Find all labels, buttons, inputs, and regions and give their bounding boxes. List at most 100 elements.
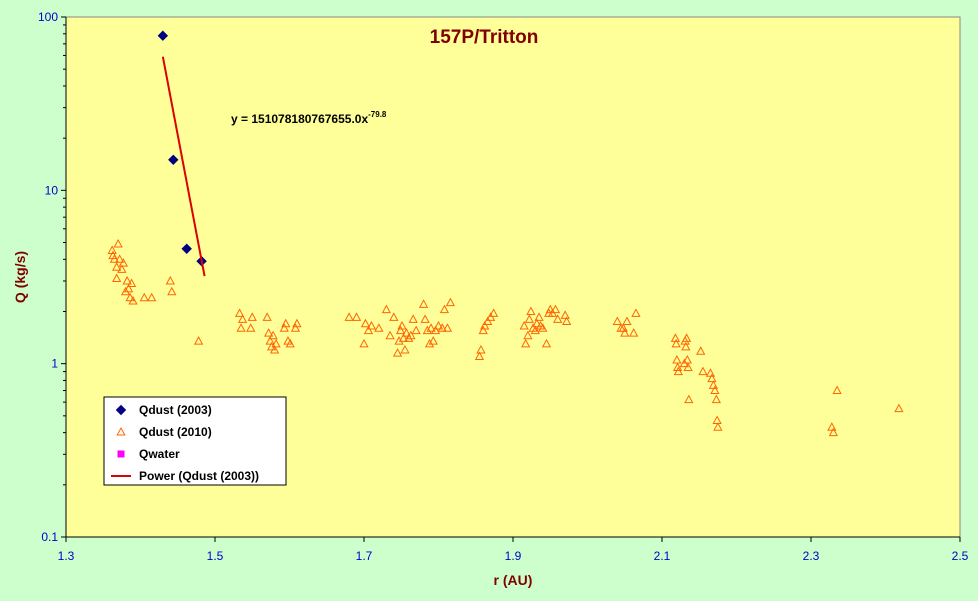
data-point-2010 [488, 308, 499, 317]
data-point-2010 [147, 292, 157, 302]
data-point-2010 [351, 312, 362, 321]
data-point-2010 [109, 254, 120, 263]
data-point-2010 [673, 362, 683, 372]
data-point-2010 [269, 344, 280, 354]
data-point-2003 [181, 243, 192, 254]
data-point-2010 [707, 373, 717, 383]
data-marks [107, 30, 904, 437]
data-point-2010 [433, 320, 444, 330]
data-point-2010 [265, 336, 275, 345]
data-point-2010 [832, 385, 842, 395]
trendline-equation-exponent: -79.8 [368, 110, 387, 119]
data-point-2010 [673, 366, 684, 376]
data-point-2010 [474, 351, 485, 360]
data-point-2010 [279, 323, 289, 332]
data-point-2010 [290, 323, 301, 332]
trendline-equation-text: y = 151078180767655.0x [231, 112, 368, 126]
data-point-2010 [478, 325, 488, 335]
legend-label: Qwater [139, 447, 180, 461]
data-point-2010 [237, 314, 248, 323]
data-point-2010 [263, 328, 274, 337]
data-point-2010 [681, 341, 691, 351]
x-axis-title: r (AU) [494, 572, 533, 588]
data-point-2010 [553, 314, 563, 323]
x-tick-label: 2.3 [803, 549, 820, 563]
data-point-2010 [671, 338, 681, 348]
data-point-2010 [395, 325, 406, 335]
data-point-2010 [538, 323, 548, 332]
data-point-2010 [236, 323, 246, 332]
chart-title: 157P/Tritton [430, 27, 539, 48]
trendline [161, 56, 206, 277]
data-point-2010 [123, 283, 134, 293]
data-point-2010 [550, 304, 561, 314]
data-point-2010 [622, 316, 632, 326]
data-point-2010 [262, 312, 272, 321]
data-point-2010 [408, 314, 418, 323]
data-point-2010 [445, 297, 456, 307]
data-point-2010 [684, 394, 694, 404]
data-point-2010 [126, 278, 137, 288]
data-point-2010 [711, 394, 722, 404]
data-point-2010 [114, 254, 125, 263]
data-point-2010 [560, 310, 570, 319]
data-point-2010 [113, 238, 123, 248]
data-point-2003 [157, 30, 169, 41]
legend-swatch [115, 404, 127, 416]
x-tick-label: 2.5 [952, 549, 969, 563]
data-point-2010 [828, 427, 838, 437]
data-point-2010 [401, 328, 412, 337]
axes: 1.3 1.5 1.7 1.9 2.1 2.3 2.5 0.1 1 10 100 [38, 10, 969, 563]
x-tick-label: 2.1 [654, 549, 671, 563]
data-point-2010 [710, 385, 720, 395]
data-point-2010 [426, 323, 436, 332]
data-point-2010 [406, 330, 416, 340]
data-point-2010 [128, 295, 138, 305]
data-point-2010 [428, 336, 438, 345]
data-point-2010 [476, 344, 486, 354]
data-point-2010 [120, 286, 131, 296]
data-point-2010 [696, 346, 706, 355]
data-point-2010 [532, 318, 542, 328]
legend-label: Qdust (2010) [139, 425, 212, 439]
data-point-2010 [521, 338, 531, 348]
data-point-2010 [122, 275, 132, 285]
data-point-2010 [530, 325, 540, 335]
data-point-2010 [292, 318, 302, 328]
data-point-2010 [271, 338, 281, 348]
data-point-2010 [442, 323, 453, 332]
data-point-2010 [411, 325, 421, 335]
data-point-2010 [713, 422, 723, 431]
data-point-2010 [422, 325, 432, 335]
data-point-2010 [439, 304, 450, 314]
legend-swatch [116, 426, 126, 436]
data-point-2010 [374, 323, 384, 332]
data-point-2010 [125, 292, 135, 302]
data-point-2010 [629, 328, 639, 337]
trendline-equation: y = 151078180767655.0x-79.8 [231, 110, 387, 126]
data-point-2010 [112, 262, 122, 271]
data-point-2010 [612, 316, 622, 326]
data-point-2010 [480, 320, 490, 330]
data-point-2010 [117, 264, 127, 273]
x-tick-label: 1.7 [356, 549, 373, 563]
data-point-2010 [139, 292, 149, 302]
data-point-2010 [344, 312, 354, 321]
data-point-2010 [683, 362, 693, 372]
data-point-2010 [561, 316, 572, 326]
data-point-2010 [167, 286, 177, 296]
data-point-2010 [672, 354, 682, 364]
data-point-2010 [363, 325, 374, 335]
data-point-2010 [366, 320, 377, 330]
data-point-2010 [268, 330, 278, 340]
data-point-2010 [827, 422, 837, 431]
data-point-2010 [437, 323, 447, 332]
x-tick-label: 1.5 [207, 549, 224, 563]
y-tick-label: 10 [45, 183, 59, 197]
data-point-2010 [424, 338, 435, 348]
data-point-2010 [404, 333, 414, 342]
data-point-2010 [620, 328, 630, 337]
data-point-2010 [524, 314, 535, 323]
